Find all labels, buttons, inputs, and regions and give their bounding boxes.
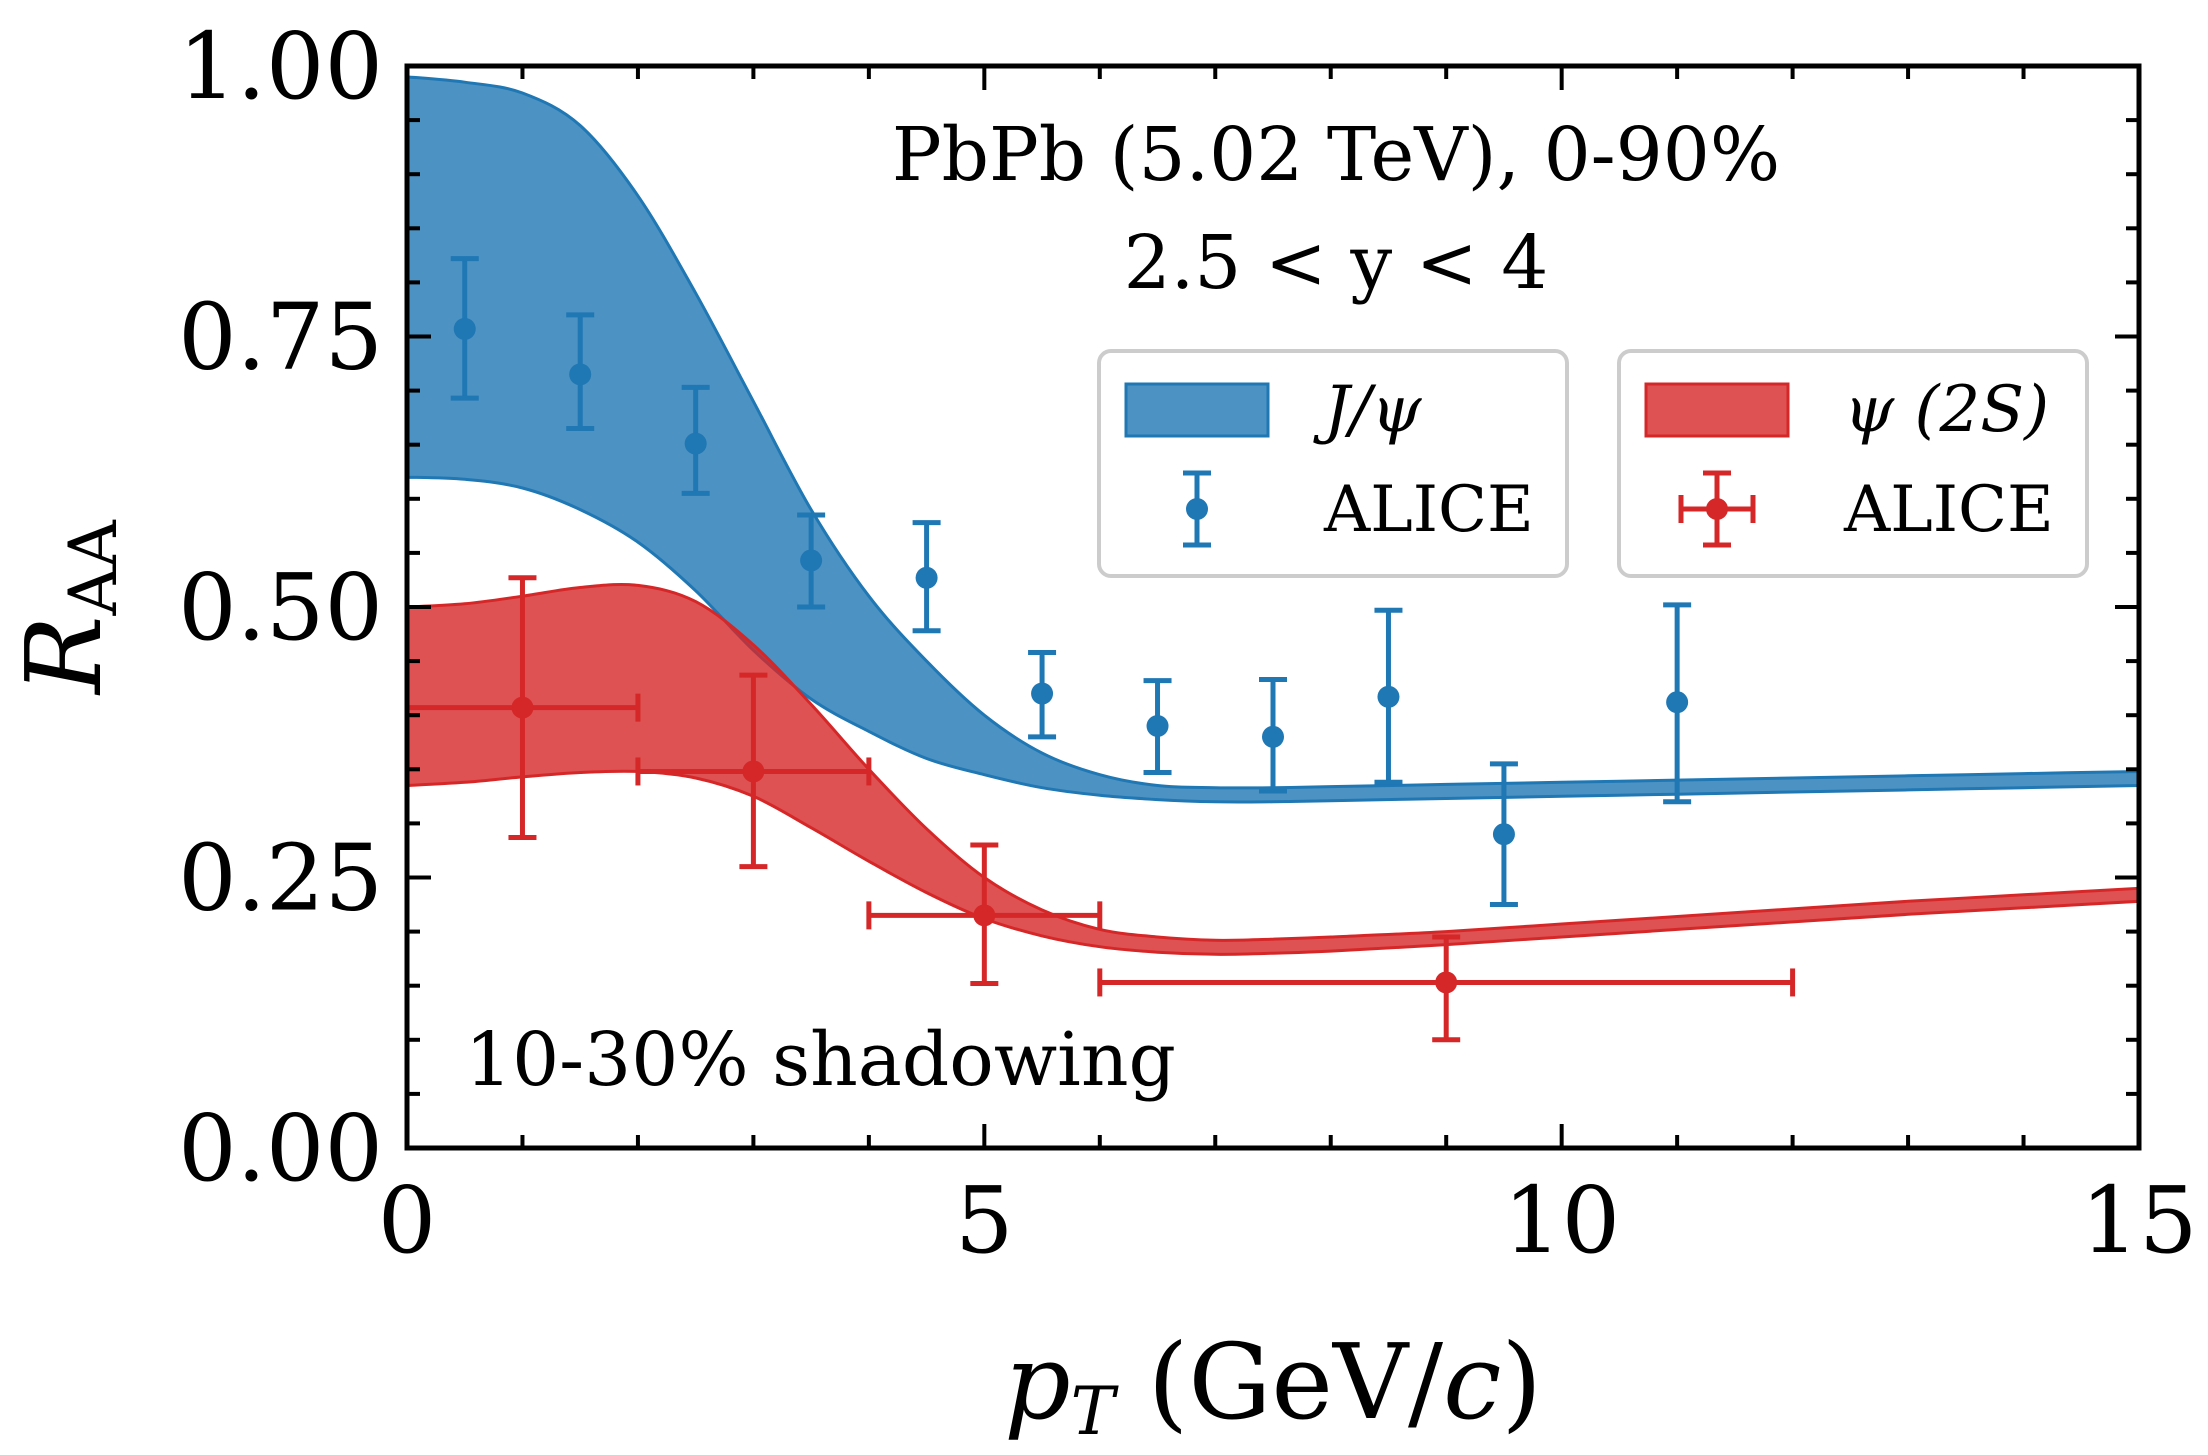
- annotation-shadowing: 10-30% shadowing: [465, 1017, 1176, 1103]
- y-axis-title-sub: AA: [55, 519, 132, 617]
- legend-band-swatch: [1644, 382, 1790, 438]
- marker: [684, 432, 707, 455]
- band-j-psi: [405, 75, 2141, 804]
- data-point-j-psi-7: [1259, 676, 1287, 794]
- data-point-j-psi-8: [1374, 607, 1403, 785]
- y-tick-label: 1.00: [178, 13, 383, 120]
- data-point-j-psi-2: [681, 384, 710, 496]
- points-layer: [404, 256, 1796, 1043]
- data-point-j-psi-5: [1028, 649, 1057, 740]
- marker: [1435, 971, 1458, 994]
- data-point-j-psi-1: [566, 312, 595, 431]
- y-tick-label: 0.75: [178, 284, 383, 391]
- tick-labels-layer: 0 5 10 15 0.00 0.25 0.50 0.75 1.00: [178, 13, 2197, 1274]
- marker: [915, 566, 938, 589]
- marker: [1377, 685, 1400, 708]
- legend-band-label: ψ (2S): [1844, 373, 2049, 447]
- plot-frame: [404, 63, 2142, 1151]
- data-point-j-psi-6: [1143, 678, 1172, 776]
- data-point-j-psi-0: [450, 256, 479, 401]
- legend-band-swatch: [1124, 382, 1270, 438]
- marker: [1031, 682, 1054, 705]
- y-tick-label: 0.50: [178, 554, 383, 661]
- marker: [1146, 715, 1169, 738]
- legend-psi-2s: ψ (2S) ALICE: [1617, 349, 2089, 578]
- annotation-rapidity: 2.5 < y < 4: [1124, 220, 1549, 306]
- data-point-psi-2s-1: [635, 672, 872, 870]
- y-tick-label: 0.00: [178, 1095, 383, 1202]
- x-axis-title: pT (GeV/c): [1004, 1321, 1542, 1450]
- x-tick-label: 10: [1503, 1167, 1620, 1274]
- x-axis-title-main: p: [1004, 1321, 1071, 1443]
- legend-marker-label: ALICE: [1843, 473, 2054, 547]
- data-point-j-psi-4: [912, 520, 941, 634]
- marker: [1262, 725, 1284, 748]
- marker: [1666, 691, 1689, 714]
- x-axis-title-close: ): [1501, 1321, 1542, 1443]
- x-axis-title-italic: c: [1443, 1321, 1501, 1443]
- legend-marker: [1706, 498, 1728, 520]
- x-tick-label: 15: [2080, 1167, 2197, 1274]
- data-point-psi-2s-2: [866, 842, 1103, 987]
- x-axis-title-rest: (GeV/: [1115, 1321, 1444, 1443]
- x-tick-label: 5: [955, 1167, 1014, 1274]
- x-tick-label: 0: [378, 1167, 437, 1274]
- data-point-j-psi-3: [797, 512, 826, 610]
- marker: [1492, 823, 1515, 846]
- x-axis-title-sub: T: [1071, 1373, 1120, 1450]
- legend-marker: [1186, 498, 1208, 520]
- data-point-psi-2s-0: [404, 575, 641, 840]
- marker: [511, 696, 534, 719]
- data-point-j-psi-10: [1663, 602, 1692, 805]
- y-axis-title: RAA: [3, 519, 132, 696]
- marker: [453, 317, 476, 340]
- data-point-j-psi-9: [1489, 761, 1518, 908]
- data-point-psi-2s-3: [1097, 934, 1796, 1043]
- y-tick-label: 0.25: [178, 825, 383, 932]
- legend-layer: J/ψ ALICE ψ (2S) ALICE: [1097, 349, 2089, 578]
- annotation-system: PbPb (5.02 TeV), 0-90%: [892, 112, 1780, 198]
- legend-marker-label: ALICE: [1323, 473, 1534, 547]
- legend-j-psi: J/ψ ALICE: [1097, 349, 1569, 578]
- legend-band-label: J/ψ: [1313, 373, 1422, 447]
- marker: [973, 904, 996, 927]
- marker: [742, 760, 765, 783]
- y-axis-title-main: R: [3, 616, 125, 696]
- marker: [800, 549, 823, 572]
- marker: [569, 363, 592, 386]
